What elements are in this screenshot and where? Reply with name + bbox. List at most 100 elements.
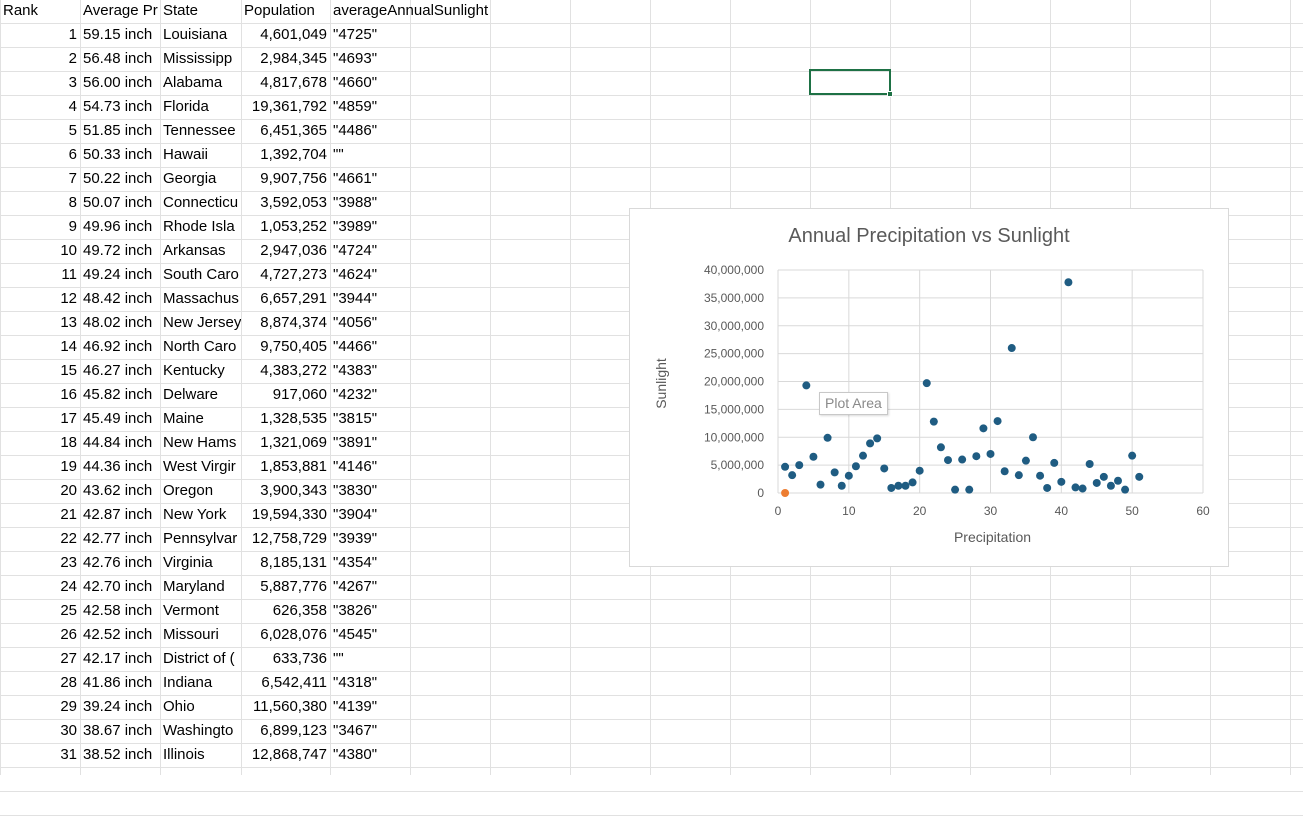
- cell-rank[interactable]: 16: [60, 386, 77, 403]
- cell-state[interactable]: District of (: [163, 650, 235, 667]
- cell-sunlight[interactable]: "4859": [333, 98, 378, 115]
- cell-precipitation[interactable]: 56.00 inch: [83, 74, 153, 91]
- cell-population[interactable]: 9,750,405: [260, 338, 327, 355]
- cell-precipitation[interactable]: 42.76 inch: [83, 554, 153, 571]
- header-average-precipitation[interactable]: Average Pr: [83, 2, 158, 19]
- cell-state[interactable]: New York: [163, 506, 227, 523]
- cell-sunlight[interactable]: "4624": [333, 266, 378, 283]
- cell-precipitation[interactable]: 46.27 inch: [83, 362, 153, 379]
- cell-population[interactable]: 6,451,365: [260, 122, 327, 139]
- cell-state[interactable]: West Virgir: [163, 458, 236, 475]
- cell-sunlight[interactable]: "": [333, 146, 344, 163]
- cell-state[interactable]: Tennessee: [163, 122, 236, 139]
- cell-state[interactable]: Alabama: [163, 74, 223, 91]
- cell-rank[interactable]: 3: [68, 74, 77, 91]
- cell-precipitation[interactable]: 42.77 inch: [83, 530, 153, 547]
- cell-precipitation[interactable]: 39.24 inch: [83, 698, 153, 715]
- cell-population[interactable]: 633,736: [272, 650, 327, 667]
- cell-population[interactable]: 3,592,053: [260, 194, 327, 211]
- cell-state[interactable]: Virginia: [163, 554, 213, 571]
- cell-sunlight[interactable]: "3467": [333, 722, 378, 739]
- cell-state[interactable]: Maryland: [163, 578, 225, 595]
- cell-state[interactable]: North Caro: [163, 338, 237, 355]
- cell-state[interactable]: Oregon: [163, 482, 214, 499]
- cell-population[interactable]: 626,358: [272, 602, 327, 619]
- cell-precipitation[interactable]: 54.73 inch: [83, 98, 153, 115]
- cell-state[interactable]: New Hams: [163, 434, 237, 451]
- cell-population[interactable]: 6,657,291: [260, 290, 327, 307]
- cell-population[interactable]: 1,853,881: [260, 458, 327, 475]
- cell-state[interactable]: Illinois: [163, 746, 205, 763]
- cell-rank[interactable]: 7: [68, 170, 77, 187]
- cell-precipitation[interactable]: 45.49 inch: [83, 410, 153, 427]
- cell-precipitation[interactable]: 50.07 inch: [83, 194, 153, 211]
- cell-rank[interactable]: 8: [68, 194, 77, 211]
- cell-precipitation[interactable]: 41.86 inch: [83, 674, 153, 691]
- cell-rank[interactable]: 15: [60, 362, 77, 379]
- cell-rank[interactable]: 6: [68, 146, 77, 163]
- cell-rank[interactable]: 28: [60, 674, 77, 691]
- cell-population[interactable]: 12,868,747: [251, 746, 327, 763]
- cell-population[interactable]: 12,758,729: [251, 530, 327, 547]
- cell-rank[interactable]: 30: [60, 722, 77, 739]
- cell-rank[interactable]: 17: [60, 410, 77, 427]
- cell-state[interactable]: Louisiana: [163, 26, 228, 43]
- cell-sunlight[interactable]: "3944": [333, 290, 378, 307]
- cell-sunlight[interactable]: "4486": [333, 122, 378, 139]
- cell-rank[interactable]: 23: [60, 554, 77, 571]
- cell-sunlight[interactable]: "3904": [333, 506, 378, 523]
- cell-sunlight[interactable]: "4383": [333, 362, 378, 379]
- cell-precipitation[interactable]: 56.48 inch: [83, 50, 153, 67]
- header-rank[interactable]: Rank: [3, 2, 39, 19]
- cell-state[interactable]: Florida: [163, 98, 209, 115]
- cell-state[interactable]: Arkansas: [163, 242, 226, 259]
- cell-state[interactable]: Georgia: [163, 170, 217, 187]
- cell-population[interactable]: 11,560,380: [253, 698, 327, 715]
- cell-sunlight[interactable]: "3989": [333, 218, 378, 235]
- cell-rank[interactable]: 29: [60, 698, 77, 715]
- header-average-annual-sunlight[interactable]: averageAnnualSunlight: [333, 2, 489, 19]
- cell-population[interactable]: 2,984,345: [260, 50, 327, 67]
- cell-population[interactable]: 5,887,776: [260, 578, 327, 595]
- cell-state[interactable]: Pennsylvar: [163, 530, 238, 547]
- cell-population[interactable]: 8,185,131: [260, 554, 327, 571]
- cell-sunlight[interactable]: "4660": [333, 74, 378, 91]
- cell-sunlight[interactable]: "3826": [333, 602, 378, 619]
- cell-rank[interactable]: 13: [60, 314, 77, 331]
- cell-population[interactable]: 917,060: [272, 386, 327, 403]
- cell-precipitation[interactable]: 51.85 inch: [83, 122, 153, 139]
- selected-cell[interactable]: [809, 69, 891, 95]
- cell-precipitation[interactable]: 50.22 inch: [83, 170, 153, 187]
- cell-precipitation[interactable]: 49.72 inch: [83, 242, 153, 259]
- cell-rank[interactable]: 19: [60, 458, 77, 475]
- cell-population[interactable]: 6,028,076: [260, 626, 327, 643]
- cell-sunlight[interactable]: "4232": [333, 386, 378, 403]
- cell-precipitation[interactable]: 45.82 inch: [83, 386, 153, 403]
- cell-precipitation[interactable]: 44.84 inch: [83, 434, 153, 451]
- cell-precipitation[interactable]: 49.96 inch: [83, 218, 153, 235]
- cell-population[interactable]: 4,383,272: [260, 362, 327, 379]
- fill-handle[interactable]: [887, 91, 893, 97]
- cell-rank[interactable]: 10: [60, 242, 77, 259]
- cell-sunlight[interactable]: "4267": [333, 578, 378, 595]
- cell-rank[interactable]: 12: [60, 290, 77, 307]
- cell-sunlight[interactable]: "3988": [333, 194, 378, 211]
- cell-rank[interactable]: 1: [68, 26, 77, 43]
- cell-population[interactable]: 8,874,374: [260, 314, 327, 331]
- cell-rank[interactable]: 11: [61, 266, 77, 283]
- cell-sunlight[interactable]: "4354": [333, 554, 378, 571]
- cell-sunlight[interactable]: "4466": [333, 338, 378, 355]
- cell-state[interactable]: Delware: [163, 386, 219, 403]
- cell-population[interactable]: 1,328,535: [260, 410, 327, 427]
- header-state[interactable]: State: [163, 2, 199, 19]
- cell-precipitation[interactable]: 49.24 inch: [83, 266, 153, 283]
- cell-rank[interactable]: 18: [60, 434, 77, 451]
- cell-precipitation[interactable]: 43.62 inch: [83, 482, 153, 499]
- cell-state[interactable]: South Caro: [163, 266, 239, 283]
- cell-rank[interactable]: 4: [68, 98, 77, 115]
- cell-state[interactable]: Vermont: [163, 602, 219, 619]
- cell-precipitation[interactable]: 42.52 inch: [83, 626, 153, 643]
- cell-sunlight[interactable]: "4056": [333, 314, 378, 331]
- cell-rank[interactable]: 14: [60, 338, 77, 355]
- cell-sunlight[interactable]: "": [333, 650, 344, 667]
